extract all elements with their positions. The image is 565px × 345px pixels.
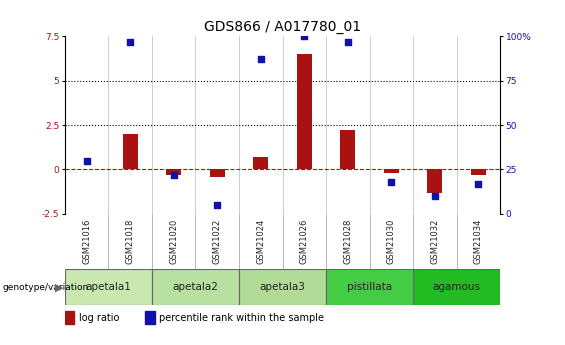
- Bar: [253, 157, 268, 169]
- Point: [343, 39, 353, 44]
- Bar: [239, 269, 326, 305]
- Text: log ratio: log ratio: [79, 313, 119, 323]
- Text: percentile rank within the sample: percentile rank within the sample: [159, 313, 324, 323]
- Bar: [297, 54, 312, 169]
- Text: GSM21034: GSM21034: [474, 219, 483, 264]
- Text: GSM21022: GSM21022: [213, 219, 221, 264]
- Point: [431, 193, 440, 199]
- Text: GSM21028: GSM21028: [344, 219, 352, 264]
- Point: [126, 39, 135, 44]
- Point: [212, 202, 221, 208]
- Text: GSM21024: GSM21024: [257, 219, 265, 264]
- Text: apetala2: apetala2: [172, 282, 219, 292]
- Bar: [210, 169, 225, 177]
- Bar: [146, 311, 155, 324]
- Text: agamous: agamous: [433, 282, 480, 292]
- Bar: [326, 269, 413, 305]
- Bar: [384, 169, 399, 173]
- Bar: [471, 169, 486, 175]
- Bar: [65, 269, 152, 305]
- Text: GSM21032: GSM21032: [431, 219, 439, 264]
- Bar: [152, 269, 239, 305]
- Point: [473, 181, 483, 186]
- Point: [386, 179, 396, 185]
- Bar: [340, 130, 355, 169]
- Text: GSM21026: GSM21026: [300, 219, 308, 264]
- Point: [82, 158, 92, 164]
- Text: apetala1: apetala1: [85, 282, 132, 292]
- Text: apetala3: apetala3: [259, 282, 306, 292]
- Bar: [65, 311, 75, 324]
- Title: GDS866 / A017780_01: GDS866 / A017780_01: [204, 20, 361, 34]
- Bar: [166, 169, 181, 175]
- Point: [299, 33, 308, 39]
- Text: pistillata: pistillata: [347, 282, 392, 292]
- Text: GSM21030: GSM21030: [387, 219, 396, 264]
- Text: ▶: ▶: [55, 282, 63, 292]
- Point: [257, 57, 266, 62]
- Text: GSM21016: GSM21016: [82, 219, 91, 264]
- Bar: [427, 169, 442, 193]
- Bar: [123, 134, 138, 169]
- Text: genotype/variation: genotype/variation: [3, 283, 89, 292]
- Text: GSM21020: GSM21020: [170, 219, 178, 264]
- Bar: [413, 269, 500, 305]
- Point: [170, 172, 179, 178]
- Text: GSM21018: GSM21018: [126, 219, 134, 264]
